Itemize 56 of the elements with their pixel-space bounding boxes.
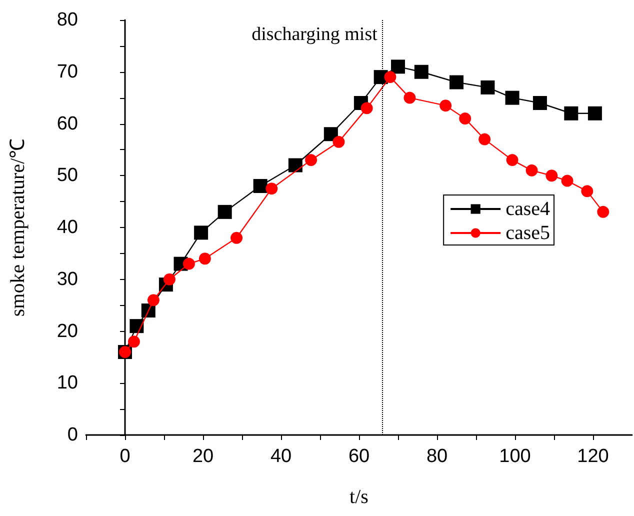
point bbox=[546, 170, 558, 182]
legend-label: case4 bbox=[506, 198, 550, 220]
point bbox=[588, 106, 602, 120]
legend-label: case5 bbox=[506, 222, 550, 244]
point bbox=[253, 179, 268, 193]
point bbox=[128, 336, 140, 348]
point bbox=[266, 182, 278, 195]
x-tick-label: 100 bbox=[499, 446, 531, 467]
point bbox=[526, 164, 538, 176]
y-tick-label: 10 bbox=[56, 372, 78, 394]
point bbox=[597, 206, 610, 218]
point bbox=[360, 102, 373, 114]
point bbox=[384, 71, 396, 84]
x-tick-label: 0 bbox=[120, 446, 130, 467]
point bbox=[404, 92, 416, 104]
point bbox=[581, 185, 594, 198]
point bbox=[182, 258, 195, 270]
point bbox=[561, 174, 574, 187]
point bbox=[459, 112, 472, 125]
y-tick-label: 40 bbox=[56, 217, 78, 238]
point bbox=[450, 75, 464, 90]
point bbox=[324, 127, 338, 142]
point bbox=[198, 252, 211, 265]
x-axis-title: t/s bbox=[350, 486, 369, 508]
point bbox=[230, 232, 243, 244]
point bbox=[440, 100, 452, 112]
y-tick-label: 20 bbox=[56, 320, 78, 342]
point bbox=[532, 96, 547, 110]
point bbox=[305, 154, 318, 166]
point bbox=[564, 106, 578, 120]
y-tick-label: 60 bbox=[56, 113, 78, 134]
point bbox=[332, 136, 345, 148]
x-tick-label: 20 bbox=[192, 446, 214, 467]
y-tick-label: 0 bbox=[67, 424, 78, 446]
y-tick-label: 50 bbox=[56, 165, 78, 186]
y-tick-label: 80 bbox=[56, 10, 78, 30]
point bbox=[194, 226, 208, 240]
point bbox=[163, 273, 176, 286]
x-tick-label: 80 bbox=[426, 446, 448, 467]
x-tick-label: 40 bbox=[270, 446, 292, 467]
point bbox=[478, 133, 491, 146]
ref-line-label: discharging mist bbox=[252, 24, 378, 45]
point bbox=[391, 60, 405, 74]
point bbox=[414, 64, 428, 79]
point bbox=[288, 158, 302, 172]
point bbox=[130, 319, 144, 334]
point bbox=[218, 204, 232, 219]
y-axis-title: smoke temperature/℃ bbox=[7, 138, 29, 317]
x-tick-label: 120 bbox=[577, 446, 609, 467]
point bbox=[480, 80, 495, 94]
y-tick-label: 70 bbox=[56, 61, 78, 82]
y-tick-label: 30 bbox=[56, 268, 78, 290]
point bbox=[505, 90, 520, 105]
x-tick-label: 60 bbox=[348, 446, 370, 467]
point bbox=[506, 154, 518, 166]
point bbox=[147, 294, 160, 306]
